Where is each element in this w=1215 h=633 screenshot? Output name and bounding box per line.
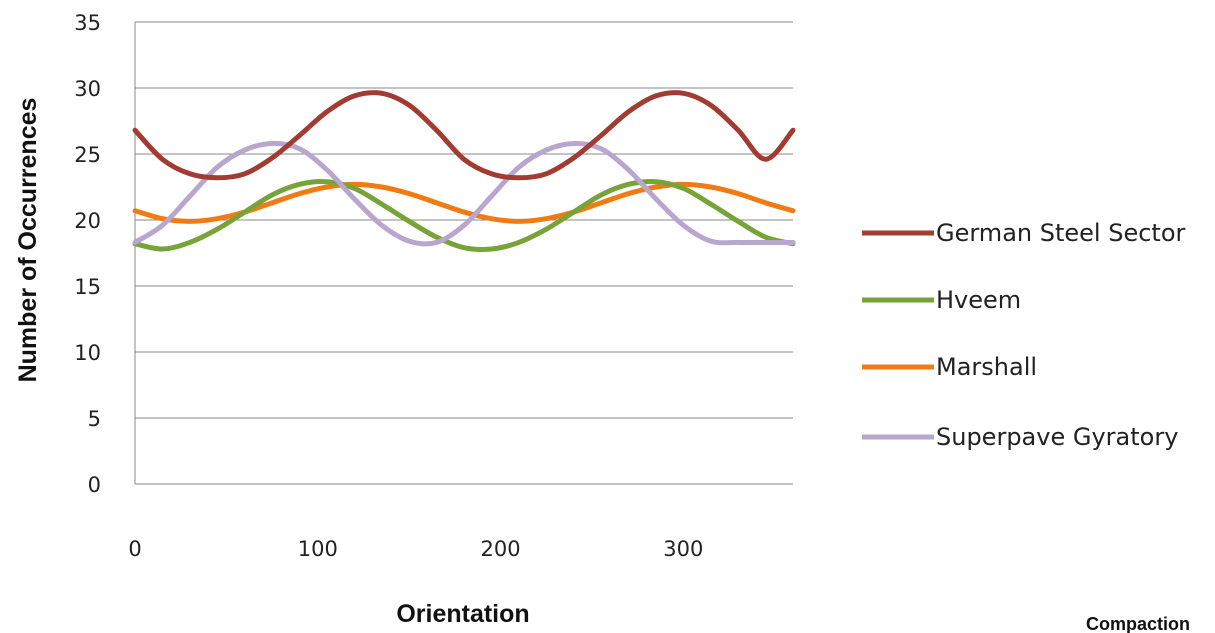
x-tick-label: 200	[481, 537, 521, 561]
x-tick-label: 100	[298, 537, 338, 561]
legend-label: Superpave Gyratory	[936, 423, 1178, 451]
cut-off-caption: Compaction	[1086, 614, 1190, 633]
y-tick-label: 35	[74, 11, 101, 35]
y-tick-label: 15	[74, 275, 101, 299]
legend-label: Hveem	[936, 286, 1021, 314]
legend-label: German Steel Sector	[936, 219, 1185, 247]
x-axis-ticks: 0 100 200 300	[128, 537, 703, 561]
y-tick-label: 5	[88, 407, 101, 431]
series-line-hveem	[132, 179, 796, 253]
x-axis-title: Orientation	[396, 600, 529, 628]
y-tick-label: 20	[74, 209, 101, 233]
y-axis-title: Number of Occurrences	[14, 98, 42, 383]
series-line-marshall	[132, 181, 796, 224]
y-tick-label: 30	[74, 77, 101, 101]
gridlines	[134, 21, 793, 485]
series-lines	[132, 90, 796, 253]
legend: German Steel Sector Hveem Marshall Superpav…	[862, 219, 1185, 451]
y-tick-label: 10	[74, 341, 101, 365]
y-tick-label: 25	[74, 143, 101, 167]
x-tick-label: 0	[128, 537, 141, 561]
y-tick-label: 0	[88, 473, 101, 497]
legend-label: Marshall	[936, 353, 1037, 381]
y-axis-ticks: 0 5 10 15 20 25 30 35	[74, 11, 101, 497]
series-line-superpave-gyratory	[132, 140, 796, 247]
series-line-german-steel-sector	[132, 90, 796, 181]
x-tick-label: 300	[663, 537, 703, 561]
